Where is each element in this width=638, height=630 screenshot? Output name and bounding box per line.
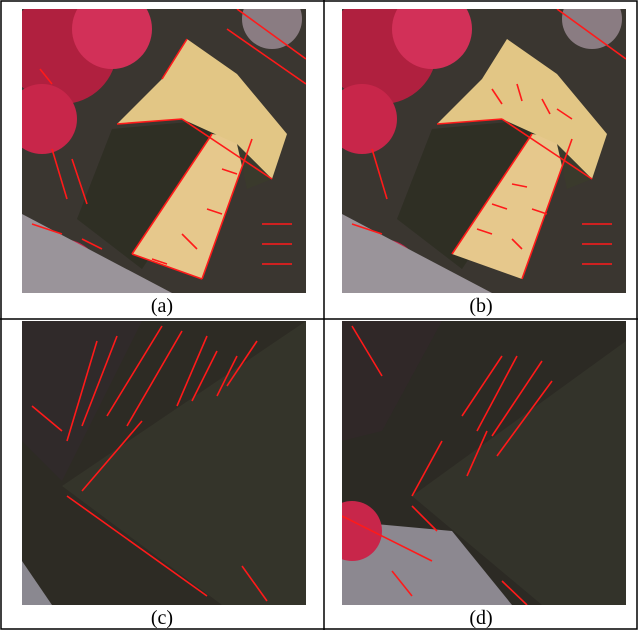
panel-b: (b) [324, 0, 638, 319]
panel-a-image [22, 9, 306, 293]
panel-c-image [22, 321, 306, 605]
panel-a: (a) [0, 0, 324, 319]
panel-d: (d) [324, 319, 638, 630]
panel-b-image [342, 9, 626, 293]
panel-c: (c) [0, 319, 324, 630]
panel-d-image [342, 321, 626, 605]
panel-d-caption: (d) [469, 607, 493, 629]
panel-b-caption: (b) [469, 295, 493, 317]
panel-a-caption: (a) [150, 295, 174, 317]
panel-c-caption: (c) [150, 607, 174, 629]
